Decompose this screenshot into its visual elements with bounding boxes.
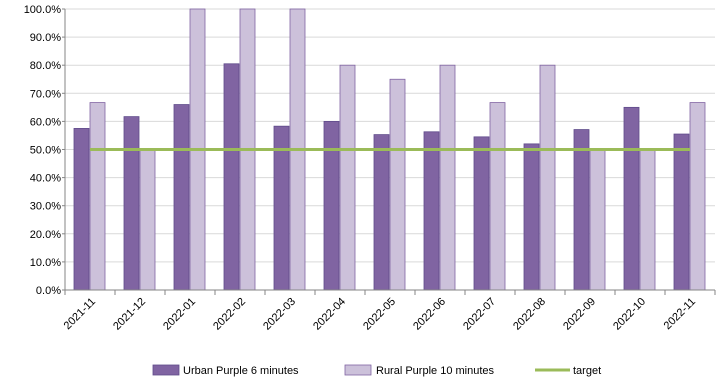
y-tick-label: 60.0% <box>30 116 61 128</box>
y-tick-label: 40.0% <box>30 173 61 185</box>
legend-label-urban: Urban Purple 6 minutes <box>183 365 299 377</box>
bar-rural-2021-11 <box>89 102 106 291</box>
legend-swatch-urban <box>152 364 180 376</box>
y-tick-label: 80.0% <box>30 60 61 72</box>
bar-urban-2022-07 <box>473 136 490 291</box>
bar-urban-2022-09 <box>573 129 590 291</box>
legend-swatch-rural <box>344 364 372 376</box>
bar-urban-2022-08 <box>523 143 540 291</box>
axes <box>62 8 716 295</box>
bar-rural-2022-06 <box>439 64 456 291</box>
x-tick-label: 2022-09 <box>561 296 598 333</box>
y-tick-label: 30.0% <box>30 201 61 213</box>
x-tick-label: 2022-03 <box>261 296 298 333</box>
bar-rural-2022-10 <box>639 149 656 291</box>
x-tick-label: 2021-12 <box>111 296 148 333</box>
x-tick-label: 2022-11 <box>662 296 698 332</box>
bar-urban-2022-01 <box>173 104 190 291</box>
x-tick-label: 2022-06 <box>411 296 448 333</box>
bar-rural-2022-11 <box>689 102 706 291</box>
y-tick-label: 70.0% <box>30 88 61 100</box>
bar-rural-2022-09 <box>589 149 606 291</box>
bar-urban-2022-11 <box>673 133 690 291</box>
bar-urban-2022-10 <box>623 106 640 291</box>
x-tick-label: 2021-11 <box>62 296 98 332</box>
bar-urban-2022-06 <box>423 131 440 291</box>
bar-urban-2022-02 <box>223 63 240 291</box>
y-tick-label: 0.0% <box>36 285 61 297</box>
y-tick-label: 50.0% <box>30 145 61 157</box>
x-tick-label: 2022-08 <box>511 296 548 333</box>
y-tick-label: 20.0% <box>30 229 61 241</box>
bar-rural-2022-04 <box>339 64 356 291</box>
bar-urban-2022-05 <box>373 134 390 291</box>
x-tick-label: 2022-05 <box>361 296 398 333</box>
bar-urban-2021-11 <box>73 128 90 291</box>
x-tick-label: 2022-01 <box>161 296 198 333</box>
y-tick-label: 90.0% <box>30 32 61 44</box>
legend-label-target: target <box>573 365 601 377</box>
bar-urban-2022-04 <box>323 121 340 291</box>
x-tick-label: 2022-10 <box>611 296 648 333</box>
x-tick-labels: 2021-11 2021-12 2022-01 2022-02 2022-03 2022-… <box>62 296 698 333</box>
legend-label-rural: Rural Purple 10 minutes <box>376 365 495 377</box>
bar-rural-2022-07 <box>489 102 506 291</box>
bar-rural-2022-05 <box>389 78 406 291</box>
x-tick-label: 2022-04 <box>311 296 348 333</box>
y-tick-label: 100.0% <box>24 4 62 16</box>
bar-urban-2021-12 <box>123 116 140 291</box>
y-tick-label: 10.0% <box>30 257 61 269</box>
x-tick-label: 2022-07 <box>461 296 498 333</box>
legend: Urban Purple 6 minutes Rural Purple 10 m… <box>152 364 601 377</box>
bar-rural-2021-12 <box>139 149 156 291</box>
x-tick-label: 2022-02 <box>211 296 248 333</box>
bar-rural-2022-08 <box>539 64 556 291</box>
y-tick-labels: 0.0% 10.0% 20.0% 30.0% 40.0% 50.0% 60.0% 70.0% 8… <box>24 4 62 297</box>
